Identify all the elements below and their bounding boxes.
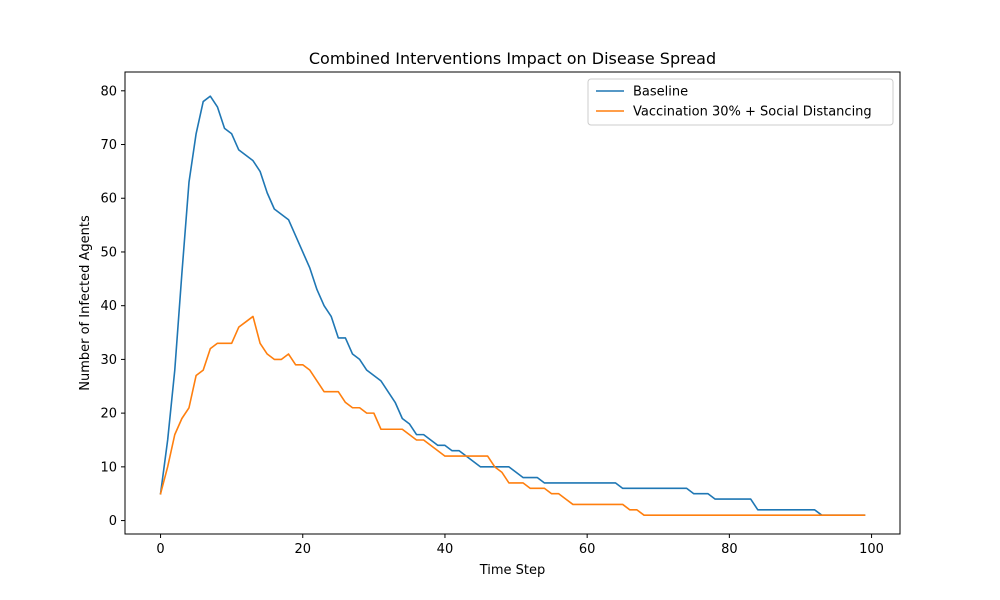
y-tick-label: 70 [100, 138, 117, 153]
series-line-2 [159, 315, 866, 517]
y-axis-label: Number of Infected Agents [78, 215, 93, 391]
y-tick-label: 0 [109, 514, 117, 529]
legend-label-2: Vaccination 30% + Social Distancing [633, 105, 872, 120]
y-tick-label: 50 [100, 245, 117, 260]
x-tick-label: 20 [294, 542, 311, 557]
plot-area [125, 72, 900, 534]
x-tick-label: 60 [579, 542, 596, 557]
x-tick-label: 80 [721, 542, 738, 557]
x-axis-ticks: 0 20 40 60 80 100 [156, 534, 884, 557]
y-tick-label: 40 [100, 299, 117, 314]
series-layer [159, 95, 866, 517]
axes-frame [124, 71, 901, 535]
y-tick-label: 20 [100, 407, 117, 422]
x-tick-label: 0 [156, 542, 164, 557]
y-tick-label: 10 [100, 460, 117, 475]
legend-label-1: Baseline [633, 85, 688, 100]
x-tick-label: 40 [437, 542, 454, 557]
y-axis-ticks: 0 10 20 30 40 50 60 70 80 [100, 84, 125, 529]
axes [124, 71, 901, 535]
series-line-1 [159, 95, 866, 517]
x-axis-label: Time Step [479, 563, 546, 578]
chart-title: Combined Interventions Impact on Disease… [309, 49, 716, 68]
y-tick-label: 80 [100, 84, 117, 99]
y-tick-label: 30 [100, 353, 117, 368]
legend: Baseline Vaccination 30% + Social Distanc… [587, 78, 894, 126]
y-tick-label: 60 [100, 192, 117, 207]
legend-box [587, 78, 894, 126]
x-tick-label: 100 [859, 542, 884, 557]
